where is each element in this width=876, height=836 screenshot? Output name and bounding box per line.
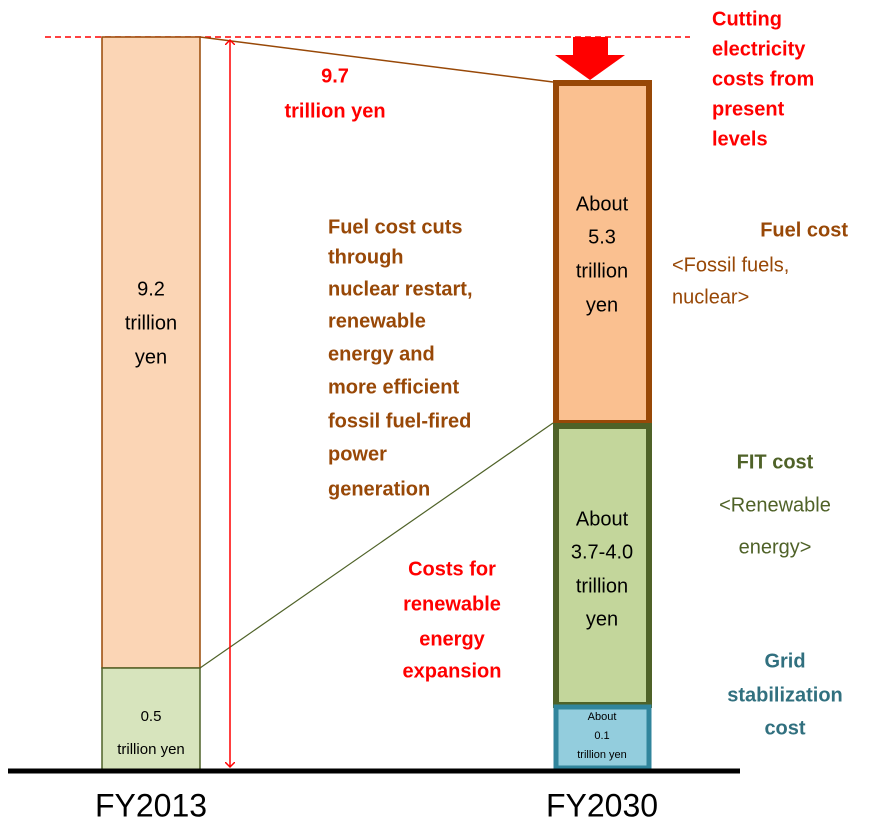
bar-label: 9.2 bbox=[137, 278, 165, 300]
legend-title: stabilization bbox=[727, 684, 843, 706]
bar-label: yen bbox=[586, 294, 618, 316]
fy2013-fit-bar bbox=[101, 667, 201, 771]
fuel-cuts-label: generation bbox=[328, 478, 430, 500]
legend-title: Fuel cost bbox=[760, 219, 848, 241]
fuel-cuts-label: Fuel cost cuts bbox=[328, 216, 462, 238]
fuel-cuts-label: renewable bbox=[328, 310, 426, 332]
x-label: FY2030 bbox=[546, 787, 658, 823]
legend-note: <Renewable bbox=[719, 494, 831, 516]
legend-title: Grid bbox=[764, 650, 805, 672]
bar-label: trillion yen bbox=[577, 749, 627, 761]
bar-label: 3.7-4.0 bbox=[571, 541, 633, 563]
bar-label: trillion bbox=[576, 575, 628, 597]
x-label: FY2013 bbox=[95, 787, 207, 823]
connector bbox=[199, 36, 554, 83]
reduction-label: trillion yen bbox=[284, 100, 385, 122]
bar-label: yen bbox=[586, 608, 618, 630]
legend-title: cost bbox=[764, 717, 805, 739]
renewable-costs-label: energy bbox=[419, 628, 485, 650]
cutting-label: levels bbox=[712, 128, 768, 150]
fuel-cuts-label: nuclear restart, bbox=[328, 278, 473, 300]
legend-note: <Fossil fuels, bbox=[672, 254, 789, 276]
fuel-cuts-label: through bbox=[328, 246, 404, 268]
renewable-costs-label: Costs for bbox=[408, 558, 496, 580]
bar-label: trillion bbox=[576, 260, 628, 282]
connector bbox=[199, 422, 554, 669]
legend-note: energy> bbox=[739, 536, 812, 558]
renewable-costs-label: expansion bbox=[403, 660, 502, 682]
fuel-cuts-label: fossil fuel-fired bbox=[328, 410, 471, 432]
fy2013-fuel-bar bbox=[101, 36, 201, 669]
cutting-label: electricity bbox=[712, 38, 806, 60]
bar-label: 5.3 bbox=[588, 226, 616, 248]
bar-label: trillion bbox=[125, 312, 177, 334]
bar-label: About bbox=[576, 508, 629, 530]
fy2030-fuel-bar bbox=[553, 80, 652, 426]
fy2030-grid-bar bbox=[553, 704, 652, 771]
bar-label: 0.5 bbox=[141, 708, 162, 725]
reduction-label: 9.7 bbox=[321, 65, 349, 87]
bar-label: About bbox=[588, 711, 617, 723]
legend-note: nuclear> bbox=[672, 286, 749, 308]
cutting-label: costs from bbox=[712, 68, 814, 90]
fy2030-fit-bar bbox=[553, 423, 652, 708]
bar-label: trillion yen bbox=[117, 741, 185, 758]
bar-label: 0.1 bbox=[594, 730, 609, 742]
down-arrow bbox=[555, 37, 625, 80]
fuel-cuts-label: more efficient bbox=[328, 376, 459, 398]
cutting-label: Cutting bbox=[712, 8, 782, 30]
bar-label: yen bbox=[135, 346, 167, 368]
renewable-costs-label: renewable bbox=[403, 593, 501, 615]
fuel-cuts-label: energy and bbox=[328, 343, 435, 365]
bar-label: About bbox=[576, 193, 629, 215]
fuel-cuts-label: power bbox=[328, 443, 387, 465]
legend-title: FIT cost bbox=[737, 451, 814, 473]
cutting-label: present bbox=[712, 98, 785, 120]
